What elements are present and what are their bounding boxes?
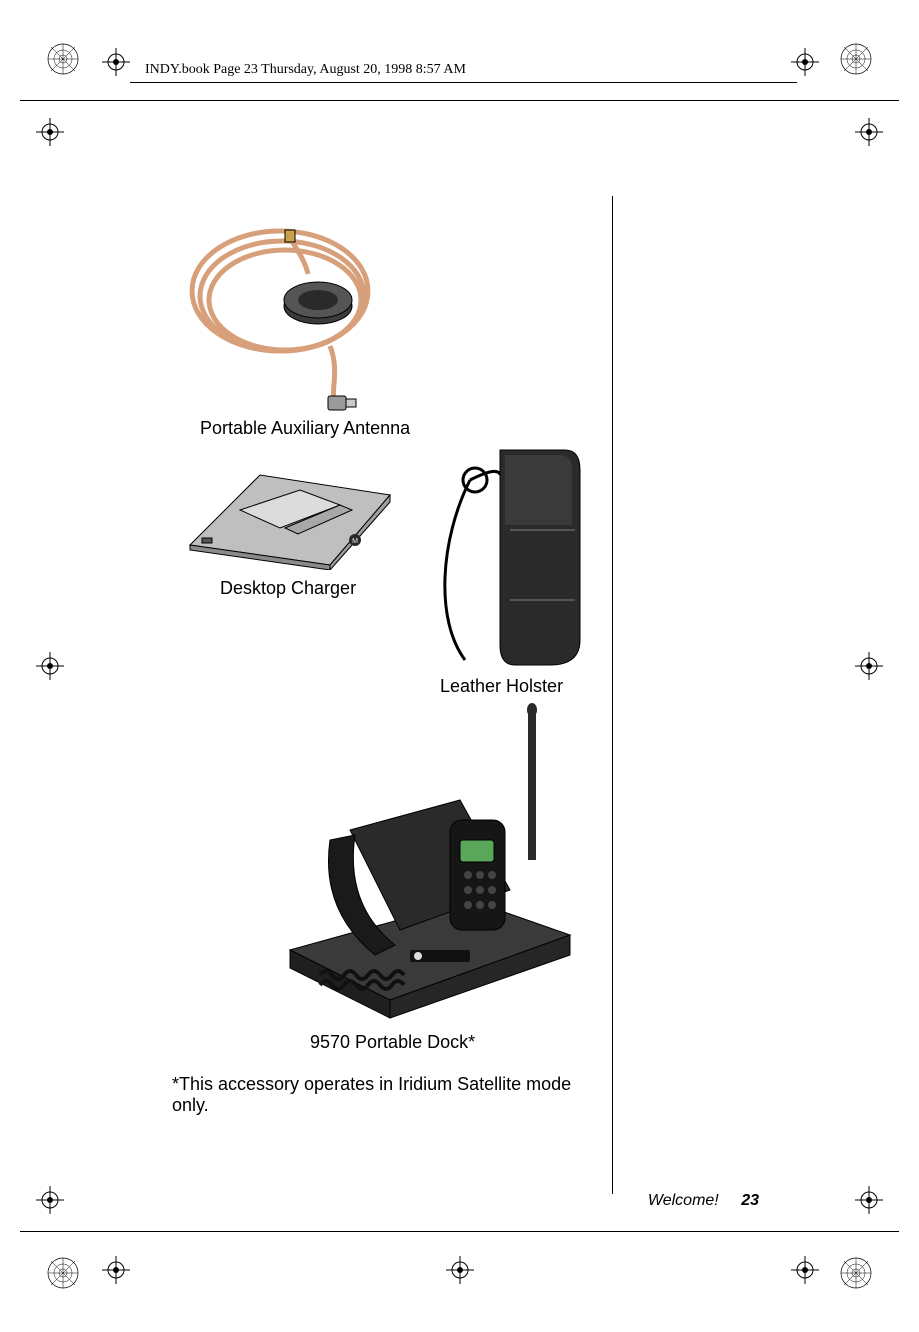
crop-crosshair-icon [446,1256,474,1284]
crop-crosshair-icon [791,1256,819,1284]
footnote: *This accessory operates in Iridium Sate… [172,1074,602,1115]
label-charger: Desktop Charger [220,578,356,599]
crop-crosshair-icon [102,48,130,76]
svg-text:M: M [352,538,358,545]
column-divider [612,196,613,1194]
crop-rosette-icon [839,42,873,76]
crop-rosette-icon [839,1256,873,1290]
header-inner-rule [130,82,797,83]
figure-holster [430,430,600,680]
footer-rule [20,1231,899,1232]
footer-page-number: 23 [741,1192,759,1209]
crop-crosshair-icon [36,652,64,680]
figure-antenna [180,196,400,416]
running-header: INDY.book Page 23 Thursday, August 20, 1… [145,62,466,78]
figure-dock [260,700,590,1030]
footer-section: Welcome! [648,1192,719,1209]
figure-charger: M [180,450,400,570]
crop-crosshair-icon [791,48,819,76]
label-dock: 9570 Portable Dock* [310,1032,475,1053]
crop-crosshair-icon [102,1256,130,1284]
crop-rosette-icon [46,1256,80,1290]
crop-crosshair-icon [36,1186,64,1214]
crop-rosette-icon [46,42,80,76]
label-antenna: Portable Auxiliary Antenna [200,418,410,439]
crop-crosshair-icon [855,652,883,680]
crop-crosshair-icon [855,1186,883,1214]
page-footer: Welcome! 23 [648,1192,759,1210]
crop-crosshair-icon [855,118,883,146]
page: INDY.book Page 23 Thursday, August 20, 1… [0,0,919,1332]
label-holster: Leather Holster [440,676,563,697]
crop-crosshair-icon [36,118,64,146]
header-outer-rule [20,100,899,101]
